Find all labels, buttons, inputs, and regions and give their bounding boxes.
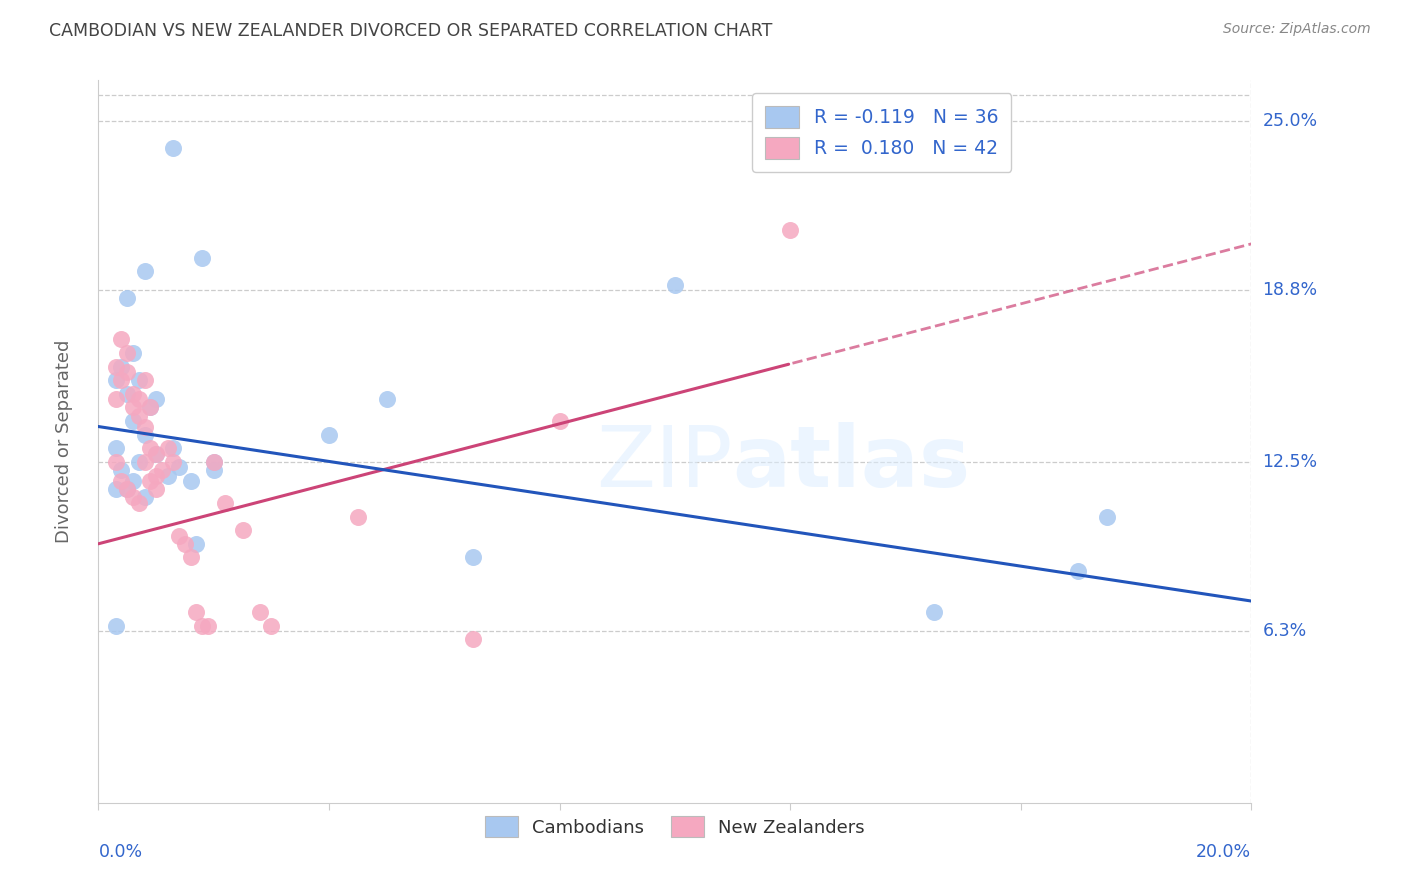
Point — [104, 392, 127, 407]
Point — [346, 509, 368, 524]
Point — [122, 474, 145, 488]
Point — [167, 528, 190, 542]
Point — [122, 346, 145, 360]
Point — [134, 264, 156, 278]
Point — [128, 392, 150, 407]
Point — [180, 550, 202, 565]
Point — [186, 605, 208, 619]
Point — [110, 373, 132, 387]
Point — [145, 482, 167, 496]
Point — [145, 392, 167, 407]
Point — [117, 346, 139, 360]
Point — [104, 455, 127, 469]
Point — [174, 537, 197, 551]
Point — [180, 474, 202, 488]
Point — [104, 482, 127, 496]
Point — [110, 474, 132, 488]
Text: CAMBODIAN VS NEW ZEALANDER DIVORCED OR SEPARATED CORRELATION CHART: CAMBODIAN VS NEW ZEALANDER DIVORCED OR S… — [49, 22, 772, 40]
Point — [104, 442, 127, 456]
Point — [1067, 564, 1090, 578]
Point — [134, 491, 156, 505]
Point — [128, 409, 150, 423]
Point — [128, 373, 150, 387]
Point — [156, 468, 179, 483]
Point — [162, 141, 184, 155]
Point — [191, 618, 214, 632]
Point — [122, 387, 145, 401]
Text: 20.0%: 20.0% — [1197, 843, 1251, 861]
Point — [110, 332, 132, 346]
Point — [122, 401, 145, 415]
Point — [122, 414, 145, 428]
Point — [548, 414, 571, 428]
Point — [167, 460, 190, 475]
Point — [924, 605, 946, 619]
Point — [318, 427, 340, 442]
Point — [214, 496, 236, 510]
Point — [664, 277, 686, 292]
Point — [145, 447, 167, 461]
Point — [202, 463, 225, 477]
Point — [156, 442, 179, 456]
Point — [117, 482, 139, 496]
Point — [375, 392, 398, 407]
Point — [139, 474, 162, 488]
Point — [162, 442, 184, 456]
Point — [134, 455, 156, 469]
Legend: Cambodians, New Zealanders: Cambodians, New Zealanders — [478, 809, 872, 845]
Point — [145, 447, 167, 461]
Point — [104, 618, 127, 632]
Point — [110, 359, 132, 374]
Text: ZIP: ZIP — [596, 422, 733, 505]
Point — [191, 251, 214, 265]
Point — [117, 387, 139, 401]
Text: 12.5%: 12.5% — [1263, 453, 1317, 471]
Point — [139, 401, 162, 415]
Text: 6.3%: 6.3% — [1263, 622, 1306, 640]
Text: Source: ZipAtlas.com: Source: ZipAtlas.com — [1223, 22, 1371, 37]
Point — [1097, 509, 1119, 524]
Point — [134, 373, 156, 387]
Point — [249, 605, 271, 619]
Point — [122, 491, 145, 505]
Point — [202, 455, 225, 469]
Point — [139, 401, 162, 415]
Point — [162, 455, 184, 469]
Text: 25.0%: 25.0% — [1263, 112, 1317, 130]
Point — [117, 365, 139, 379]
Point — [197, 618, 219, 632]
Point — [104, 373, 127, 387]
Point — [461, 632, 484, 647]
Y-axis label: Divorced or Separated: Divorced or Separated — [55, 340, 73, 543]
Point — [202, 455, 225, 469]
Point — [128, 496, 150, 510]
Point — [117, 292, 139, 306]
Point — [150, 463, 173, 477]
Point — [145, 468, 167, 483]
Point — [461, 550, 484, 565]
Point — [186, 537, 208, 551]
Point — [231, 523, 254, 537]
Point — [134, 419, 156, 434]
Point — [110, 463, 132, 477]
Point — [128, 455, 150, 469]
Point — [104, 359, 127, 374]
Point — [134, 427, 156, 442]
Text: 18.8%: 18.8% — [1263, 281, 1317, 299]
Text: atlas: atlas — [733, 422, 970, 505]
Point — [117, 482, 139, 496]
Point — [260, 618, 283, 632]
Point — [779, 223, 801, 237]
Text: 0.0%: 0.0% — [98, 843, 142, 861]
Point — [139, 442, 162, 456]
